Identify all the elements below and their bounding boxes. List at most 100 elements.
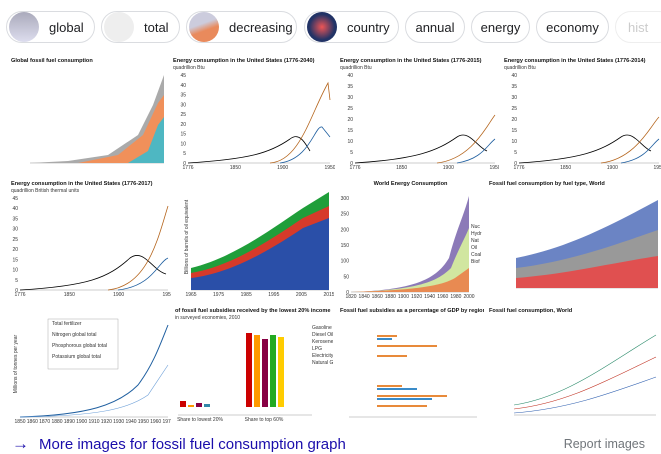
y-tick-label: 100	[341, 259, 350, 265]
chip[interactable]: annual	[405, 11, 465, 43]
result-thumbnail[interactable]: Energy consumption in the United States …	[337, 55, 499, 172]
y-tick-label: 35	[180, 93, 186, 99]
thumbnail-title: Global fossil fuel consumption	[11, 58, 93, 64]
chip[interactable]: global	[6, 11, 95, 43]
thumbnail-graphic	[178, 333, 312, 416]
result-thumbnail[interactable]: Global fossil fuel consumption	[8, 55, 168, 172]
thumbnail-chart: Fossil fuel consumption, World	[489, 308, 657, 416]
x-tick-label: 1776	[513, 165, 524, 171]
x-tick-label: Share to top 60%	[245, 417, 284, 423]
y-tick-label: 25	[511, 106, 517, 112]
x-tick-label: 1995	[268, 292, 279, 298]
y-tick-label: 20	[347, 117, 353, 123]
y-tick-label: 5	[514, 150, 517, 156]
legend-label: Electricity	[312, 353, 333, 359]
result-thumbnail[interactable]: Fossil fuel consumption, World	[486, 305, 661, 425]
result-thumbnail[interactable]: Energy consumption in the United States …	[170, 55, 335, 172]
thumbnail-graphic	[191, 192, 329, 291]
y-tick-label: 5	[183, 151, 186, 157]
thumbnail-graphic	[516, 200, 658, 289]
chip[interactable]: energy	[471, 11, 530, 43]
y-tick-label: 25	[12, 237, 18, 243]
result-thumbnail[interactable]: Energy consumption in the United States …	[8, 178, 171, 302]
legend-label: Gasoline	[312, 325, 332, 331]
thumbnail-title: Energy consumption in the United States …	[340, 58, 482, 64]
thumbnail-chart: Global fossil fuel consumption	[11, 58, 164, 164]
report-link[interactable]: Report images	[563, 437, 645, 451]
result-thumbnail[interactable]: Fossil fuel consumption by fuel type, Wo…	[486, 178, 661, 302]
x-tick-label: 1920	[101, 419, 112, 425]
y-tick-label: 30	[511, 95, 517, 101]
chip[interactable]: country	[304, 11, 399, 43]
x-tick-label: 1880	[385, 294, 396, 300]
y-tick-label: 25	[180, 112, 186, 118]
x-tick-label: 1950	[162, 292, 171, 298]
thumbnail-graphic	[19, 318, 169, 418]
legend-label: Potassium global total	[52, 354, 101, 360]
thumbnail-graphic	[187, 81, 331, 164]
thumbnail-chart: World Energy Consumption 0 50 100 150 200 250 3…	[341, 181, 482, 300]
y-tick-label: 10	[511, 139, 517, 145]
chip[interactable]: decreasing	[186, 11, 297, 43]
y-tick-label: 40	[180, 83, 186, 89]
y-tick-label: 45	[180, 73, 186, 79]
y-tick-label: 0	[350, 161, 353, 167]
more-images-link[interactable]: → More images for fossil fuel consumption…	[12, 434, 346, 454]
chip-label: total	[144, 19, 169, 35]
legend-label: Diesel Oil	[312, 332, 333, 338]
y-tick-label: 25	[347, 106, 353, 112]
y-tick-label: 30	[12, 227, 18, 233]
y-tick-label: 35	[12, 216, 18, 222]
legend-label: Natural Ga	[312, 360, 333, 366]
chip[interactable]: hist	[615, 11, 661, 43]
thumbnail-subtitle: in surveyed economies, 2010	[175, 315, 240, 321]
result-thumbnail[interactable]: World Energy Consumption 0 50 100 150 200 250 3…	[337, 178, 484, 302]
result-thumbnail[interactable]: Billions of barrels of oil equivalent 196…	[173, 178, 334, 302]
result-thumbnail[interactable]: Millions of tonnes per year 1850 1860 1870 1…	[8, 305, 171, 425]
thumbnail-subtitle: quadrillion Btu	[504, 65, 536, 71]
x-tick-label: 1850	[64, 292, 75, 298]
legend-label: Biof	[471, 259, 480, 265]
chip-label: decreasing	[229, 19, 293, 35]
x-tick-label: 1850	[396, 165, 407, 171]
thumbnail-graphic	[19, 205, 169, 291]
y-tick-label: 200	[341, 227, 350, 233]
chip-icon	[104, 12, 134, 42]
x-tick-label: 1850	[14, 419, 25, 425]
chip-icon	[189, 12, 219, 42]
x-tick-label: 1850	[560, 165, 571, 171]
thumbnail-chart: Energy consumption in the United States …	[11, 181, 171, 298]
chip-icon	[9, 12, 39, 42]
legend-label: Total fertilizer	[52, 321, 82, 327]
result-thumbnail[interactable]: Energy consumption in the United States …	[501, 55, 661, 172]
x-tick-label: 1960	[437, 294, 448, 300]
thumbnail-title: Energy consumption in the United States …	[11, 181, 153, 187]
y-tick-label: 0	[346, 290, 349, 296]
x-tick-label: 1940	[125, 419, 136, 425]
thumbnail-title: Fossil fuel subsidies as a percentage of…	[340, 308, 484, 314]
y-tick-label: 5	[15, 278, 18, 284]
thumbnail-title: World Energy Consumption	[374, 181, 448, 187]
thumbnail-graphic	[354, 114, 496, 164]
thumbnail-graphic	[351, 196, 469, 293]
legend-label: LPG	[312, 346, 322, 352]
chip[interactable]: total	[101, 11, 180, 43]
chip[interactable]: economy	[536, 11, 609, 43]
y-tick-label: 15	[12, 257, 18, 263]
legend-label: Phosphorous global total	[52, 343, 107, 349]
y-tick-label: 35	[347, 84, 353, 90]
y-tick-label: 40	[12, 206, 18, 212]
result-thumbnail[interactable]: of fossil fuel subsidies received by the…	[172, 305, 333, 425]
y-tick-label: 40	[347, 73, 353, 79]
thumbnail-title: of fossil fuel subsidies received by the…	[175, 308, 330, 314]
thumbnail-graphic	[30, 75, 164, 164]
x-tick-label: 1850	[230, 165, 241, 171]
y-tick-label: 15	[180, 132, 186, 138]
result-thumbnail[interactable]: Fossil fuel subsidies as a percentage of…	[337, 305, 484, 425]
y-tick-label: 5	[350, 150, 353, 156]
x-tick-label: 1860	[27, 419, 38, 425]
thumbnail-chart: Energy consumption in the United States …	[340, 58, 499, 171]
chip-label: annual	[415, 19, 455, 35]
legend-label: Kerosene	[312, 339, 333, 345]
